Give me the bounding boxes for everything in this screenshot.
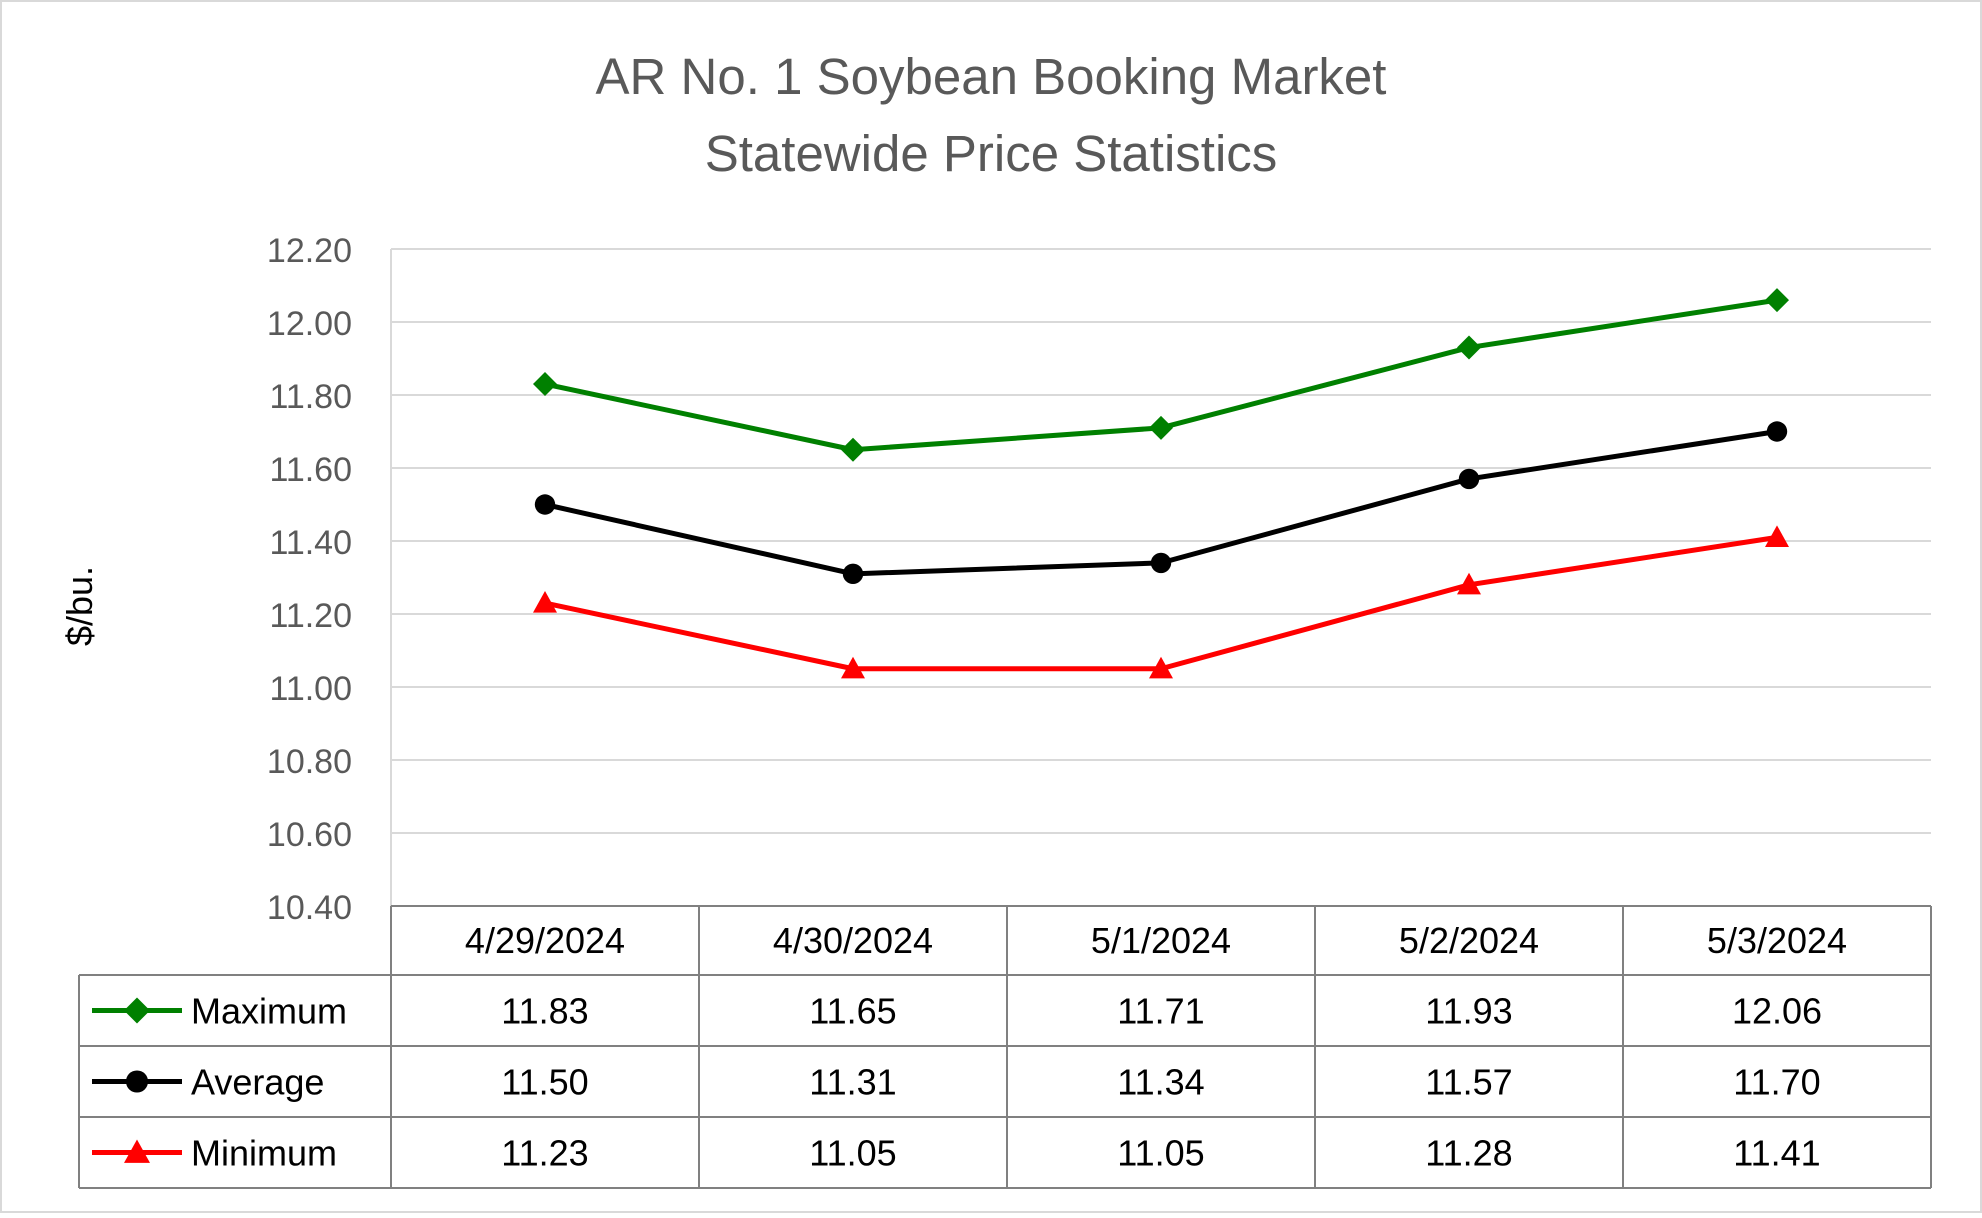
legend-entry-minimum: Minimum [191, 1133, 337, 1174]
data-point-average [534, 494, 556, 515]
y-tick-label: 12.20 [267, 232, 352, 270]
data-point-minimum [841, 656, 865, 679]
legend-key-marker [124, 1139, 150, 1163]
table-value-cell: 11.50 [501, 1062, 588, 1103]
data-point-maximum [1149, 415, 1173, 440]
data-point-maximum [533, 372, 557, 397]
data-point-maximum [841, 437, 865, 462]
data-point-average [1150, 552, 1172, 574]
legend-key-marker [124, 997, 150, 1024]
y-tick-labels: 10.40 10.60 10.80 11.00 11.20 11.40 11.60 11.80… [267, 232, 352, 927]
y-tick-label: 11.40 [269, 524, 352, 562]
table-value-cell: 11.34 [1117, 1062, 1204, 1103]
y-tick-label: 11.20 [269, 597, 352, 635]
y-tick-label: 10.60 [267, 816, 352, 854]
chart-title-line-1: AR No. 1 Soybean Booking Market [596, 48, 1387, 105]
x-category-label: 5/2/2024 [1399, 920, 1539, 961]
y-tick-label: 10.80 [267, 743, 352, 781]
y-tick-label: 11.00 [269, 670, 352, 708]
table-value-cell: 11.31 [809, 1062, 896, 1103]
y-tick-label: 10.40 [267, 889, 352, 927]
y-tick-label: 11.60 [269, 451, 352, 489]
y-axis-label: $/bu. [59, 566, 100, 646]
table-value-cell: 11.57 [1425, 1062, 1512, 1103]
table-value-cell: 11.83 [501, 991, 588, 1032]
x-category-label: 5/3/2024 [1707, 920, 1847, 961]
x-category-label: 4/29/2024 [465, 920, 625, 961]
y-tick-label: 12.00 [267, 305, 352, 343]
table-value-cell: 11.93 [1425, 991, 1512, 1032]
table-value-cell: 11.71 [1117, 991, 1204, 1032]
data-point-minimum [1149, 656, 1173, 679]
data-table: 4/29/2024 4/30/2024 5/1/2024 5/2/2024 5/3/20… [78, 905, 1932, 1189]
chart-title-line-2: Statewide Price Statistics [705, 125, 1278, 182]
legend-key-marker [125, 1070, 149, 1093]
table-value-cell: 11.41 [1733, 1133, 1820, 1174]
series-lines [533, 288, 1789, 679]
data-point-average [1766, 421, 1788, 442]
data-point-maximum [1765, 288, 1789, 313]
table-value-cell: 11.23 [501, 1133, 588, 1174]
table-value-cell: 11.05 [1117, 1133, 1204, 1174]
table-value-cell: 11.65 [809, 991, 896, 1032]
data-point-minimum [533, 591, 557, 613]
table-value-cell: 12.06 [1732, 991, 1822, 1032]
table-value-cell: 11.70 [1733, 1062, 1820, 1103]
x-category-label: 4/30/2024 [773, 920, 933, 961]
legend-entry-average: Average [191, 1062, 324, 1103]
y-tick-label: 11.80 [269, 378, 352, 416]
table-value-cell: 11.28 [1425, 1133, 1512, 1174]
legend-entry-maximum: Maximum [191, 991, 347, 1032]
data-point-average [842, 563, 864, 585]
table-value-cell: 11.05 [809, 1133, 896, 1174]
data-point-minimum [1457, 572, 1481, 595]
data-point-maximum [1457, 335, 1481, 360]
x-category-label: 5/1/2024 [1091, 920, 1231, 961]
data-point-average [1458, 468, 1480, 490]
data-point-minimum [1765, 525, 1789, 547]
